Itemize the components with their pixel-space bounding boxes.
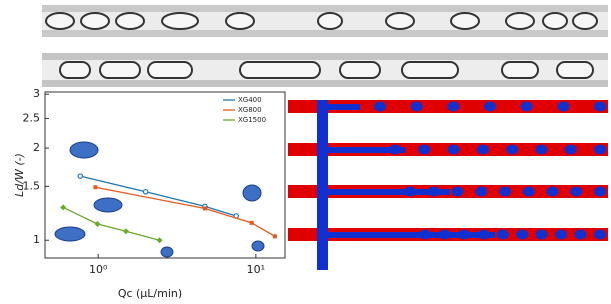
sim-droplet — [475, 187, 487, 197]
sim-droplet — [536, 230, 548, 240]
marker — [78, 174, 82, 178]
sim-droplet — [547, 187, 559, 197]
thread — [320, 232, 495, 238]
marker — [250, 221, 254, 225]
sim-droplet — [594, 102, 606, 112]
sim-droplet — [516, 230, 528, 240]
sim-droplet — [477, 145, 489, 155]
sim-droplet — [575, 230, 587, 240]
droplet — [81, 13, 109, 29]
sim-droplet — [418, 145, 430, 155]
droplet-icon — [161, 247, 173, 257]
simulation-panel — [288, 92, 608, 272]
droplet — [557, 62, 593, 78]
sim-droplet — [497, 230, 509, 240]
sim-droplet — [521, 102, 533, 112]
thread — [320, 147, 405, 153]
micrograph-strips — [42, 5, 608, 87]
droplet — [162, 13, 198, 29]
legend-label: XG800 — [238, 106, 262, 114]
dispersed-inlet — [317, 100, 328, 270]
droplet — [60, 62, 90, 78]
droplet — [318, 13, 342, 29]
sim-droplet — [555, 230, 567, 240]
y-tick-label: 2.5 — [23, 111, 41, 124]
droplet — [100, 62, 140, 78]
droplet-icon — [252, 241, 264, 251]
droplet-icon — [70, 142, 98, 158]
sim-droplet — [594, 145, 606, 155]
y-tick-label: 1.5 — [23, 179, 41, 192]
thread — [320, 189, 450, 195]
marker — [273, 234, 277, 238]
droplet — [226, 13, 254, 29]
legend-label: XG1500 — [238, 116, 266, 124]
droplet — [46, 13, 74, 29]
droplet — [240, 62, 320, 78]
marker — [93, 185, 97, 189]
droplet — [386, 13, 414, 29]
y-tick-label: 2 — [33, 141, 40, 154]
droplet-icon — [55, 227, 85, 241]
sim-droplet — [411, 102, 423, 112]
droplet — [502, 62, 538, 78]
sim-droplet — [484, 102, 496, 112]
droplet — [116, 13, 144, 29]
droplet — [451, 13, 479, 29]
sim-droplet — [499, 187, 511, 197]
droplet — [543, 13, 567, 29]
y-tick-label: 3 — [33, 87, 40, 100]
sim-droplet — [570, 187, 582, 197]
y-tick-label: 1 — [33, 233, 40, 246]
sim-droplet — [374, 102, 386, 112]
legend-label: XG400 — [238, 96, 262, 104]
droplet — [148, 62, 192, 78]
figure: Qc (μL/min) Ld/W (-) 11.522.5310⁰10¹XG40… — [0, 0, 611, 304]
sim-droplet — [448, 145, 460, 155]
sim-droplet — [523, 187, 535, 197]
droplet — [506, 13, 534, 29]
x-axis-label: Qc (μL/min) — [118, 287, 182, 300]
marker — [143, 190, 147, 194]
sim-background — [288, 92, 608, 272]
x-tick-label: 10¹ — [247, 263, 265, 276]
sim-droplet — [594, 187, 606, 197]
droplet-icon — [243, 185, 261, 201]
sim-droplet — [452, 187, 464, 197]
droplet-icon — [94, 198, 122, 212]
sim-droplet — [594, 230, 606, 240]
droplet — [402, 62, 458, 78]
sim-droplet — [565, 145, 577, 155]
droplet — [573, 13, 597, 29]
sim-droplet — [557, 102, 569, 112]
sim-droplet — [506, 145, 518, 155]
sim-droplet — [447, 102, 459, 112]
droplet — [340, 62, 380, 78]
x-tick-label: 10⁰ — [89, 263, 108, 276]
marker — [203, 206, 207, 210]
sim-droplet — [535, 145, 547, 155]
